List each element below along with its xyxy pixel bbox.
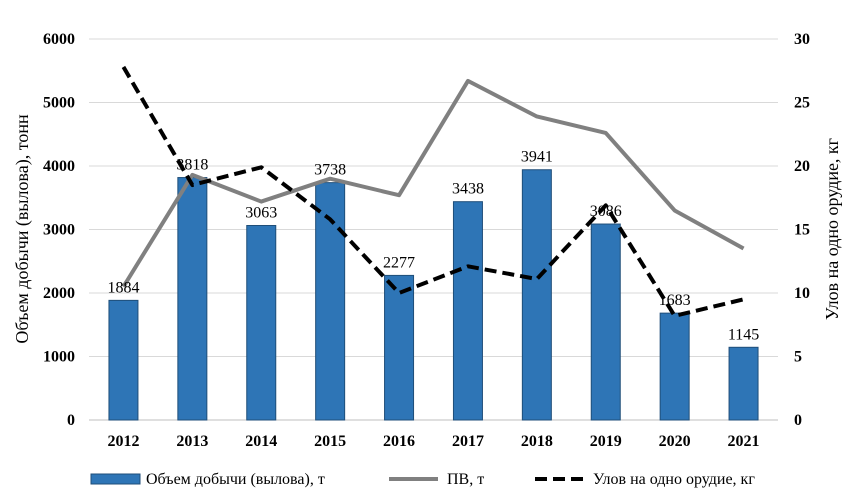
series-line-catch [121, 65, 745, 318]
y2-tick-label: 10 [794, 285, 810, 302]
y2-tick-label: 0 [794, 412, 802, 429]
data-label: 3818 [176, 157, 208, 174]
x-tick-label: 2016 [383, 433, 415, 450]
x-tick-label: 2017 [452, 433, 484, 450]
x-tick-label: 2019 [590, 433, 622, 450]
bar [659, 312, 690, 421]
y-tick-label: 3000 [43, 222, 75, 239]
data-label: 1683 [659, 292, 691, 309]
data-label: 1145 [728, 326, 759, 343]
series-lines [121, 65, 745, 318]
x-tick-label: 2021 [728, 433, 760, 450]
y2-tick-label: 20 [794, 158, 810, 175]
bar [177, 177, 208, 421]
data-label: 2277 [383, 254, 415, 271]
bar [590, 223, 621, 421]
data-label: 3063 [245, 204, 277, 221]
legend-label-bar: Объем добычи (вылова), т [146, 471, 325, 488]
y-tick-label: 4000 [43, 158, 75, 175]
x-tick-label: 2018 [521, 433, 553, 450]
data-label: 3941 [521, 149, 553, 166]
y-tick-label: 0 [67, 412, 75, 429]
bar [728, 346, 759, 421]
x-tick-label: 2013 [176, 433, 208, 450]
y-tick-label: 2000 [43, 285, 75, 302]
legend-swatch-bar [90, 473, 141, 485]
bar [452, 201, 483, 421]
legend: Объем добычи (вылова), т ПВ, т Улов на о… [90, 471, 755, 488]
data-label: 1884 [107, 279, 139, 296]
y2-tick-label: 30 [794, 31, 810, 48]
data-label: 3086 [590, 203, 622, 220]
data-labels: 1884 3818 3063 3738 2277 3438 3941 3086 1683 1145 [107, 149, 759, 344]
bar [521, 169, 552, 421]
y2-axis-title: Улов на одно орудие, кг [822, 138, 842, 320]
legend-label-catch: Улов на одно орудие, кг [593, 471, 755, 488]
y-tick-label: 6000 [43, 31, 75, 48]
bar [384, 274, 415, 421]
data-label: 3738 [314, 162, 346, 179]
data-label: 3438 [452, 181, 484, 198]
x-tick-label: 2020 [659, 433, 691, 450]
y-tick-label: 5000 [43, 95, 75, 112]
y2-tick-label: 5 [794, 349, 802, 366]
series-line-pv [121, 78, 745, 288]
x-tick-label: 2015 [314, 433, 346, 450]
bars [108, 169, 759, 421]
y-axis-title: Объем добычи (вылова), тонн [12, 114, 33, 344]
y2-tick-label: 15 [794, 222, 810, 239]
x-tick-label: 2014 [245, 433, 277, 450]
x-tick-label: 2012 [107, 433, 139, 450]
legend-label-pv: ПВ, т [447, 471, 484, 488]
y-tick-label: 1000 [43, 349, 75, 366]
bar [108, 299, 139, 421]
tick-labels: 0 1000 2000 3000 4000 5000 6000 0 5 10 15 20 25 30 201… [43, 31, 810, 450]
bar [246, 224, 277, 421]
y2-tick-label: 25 [794, 95, 810, 112]
